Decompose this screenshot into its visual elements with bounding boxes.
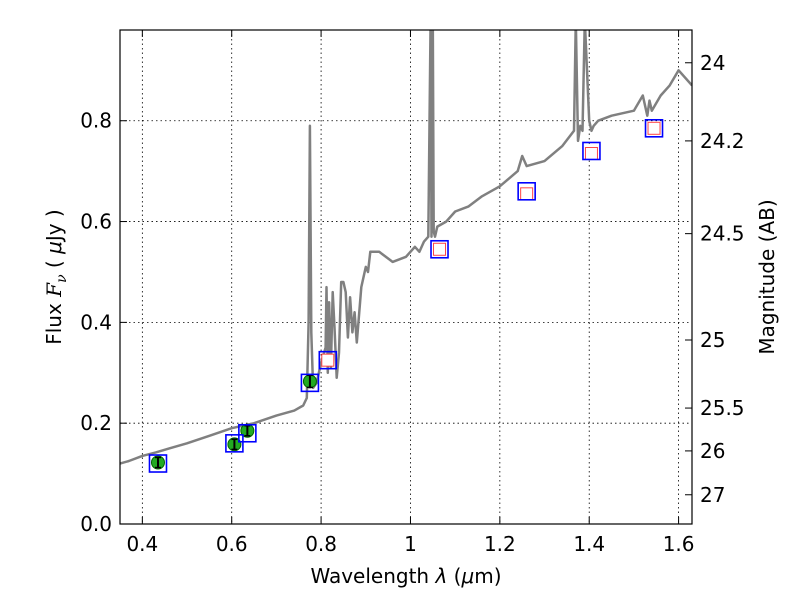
x-tick-label: 1.4 xyxy=(573,532,605,556)
x-tick-label: 0.4 xyxy=(126,532,158,556)
nondetection-point xyxy=(433,242,447,256)
y-axis-label: Flux Fν ( μJy ) xyxy=(42,209,70,345)
model-photometry-box xyxy=(644,118,664,138)
nondetection-point xyxy=(584,147,598,160)
x-tick-label: 1 xyxy=(404,532,417,556)
y-tick-label: 0.6 xyxy=(80,210,112,234)
x-tick-label: 1.2 xyxy=(484,532,516,556)
model-photometry-box xyxy=(318,350,338,370)
y2-tick-label: 25 xyxy=(700,328,725,352)
y2-tick-label: 27 xyxy=(700,483,725,507)
model-photometry-box xyxy=(430,239,449,259)
x-tick-label: 0.6 xyxy=(216,532,248,556)
y2-tick-label: 26 xyxy=(700,439,725,463)
y2-tick-label: 24 xyxy=(700,51,725,75)
model-photometry-box xyxy=(238,423,257,443)
model-photometry-box xyxy=(517,182,536,201)
model-photometry-box xyxy=(225,434,244,453)
y2-tick-label: 24.2 xyxy=(700,129,745,153)
y-tick-label: 0.2 xyxy=(80,411,112,435)
model-photometry-box xyxy=(582,141,601,161)
model-photometry-box xyxy=(300,373,320,393)
y2-tick-label: 24.5 xyxy=(700,222,745,246)
x-tick-label: 1.6 xyxy=(663,532,695,556)
y-tick-label: 0.8 xyxy=(80,109,112,133)
nondetection-point xyxy=(321,353,335,367)
nondetection-point xyxy=(647,121,661,135)
y-tick-label: 0.0 xyxy=(80,512,112,536)
grid xyxy=(120,30,692,525)
nondetection-point xyxy=(520,187,534,201)
plot-frame xyxy=(119,29,693,525)
model-photometry-box xyxy=(148,454,168,473)
x-axis-label: Wavelength λ (μm) xyxy=(310,564,501,588)
y-tick-label: 0.4 xyxy=(80,310,112,334)
plot-area xyxy=(120,30,692,473)
y2-tick-label: 25.5 xyxy=(700,396,745,420)
x-tick-label: 0.8 xyxy=(305,532,337,556)
ticks: 0.4 0.6 0.8 1 1.2 1.4 1.6 0.0 0.2 0.4 0.6 0.8 24 24.2… xyxy=(80,30,745,556)
y2-axis-label: Magnitude (AB) xyxy=(755,199,779,354)
spectrum-line xyxy=(120,30,692,465)
